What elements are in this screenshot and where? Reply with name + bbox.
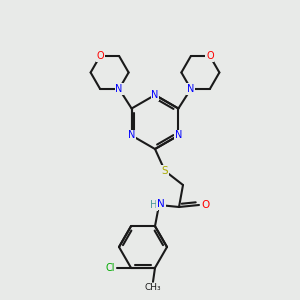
Text: N: N bbox=[116, 84, 123, 94]
Text: S: S bbox=[162, 166, 168, 176]
Text: Cl: Cl bbox=[105, 263, 115, 273]
Text: N: N bbox=[151, 90, 159, 100]
Text: O: O bbox=[96, 51, 104, 61]
Text: N: N bbox=[175, 130, 182, 140]
Text: H: H bbox=[150, 200, 158, 210]
Text: N: N bbox=[128, 130, 135, 140]
Text: N: N bbox=[187, 84, 195, 94]
Text: CH₃: CH₃ bbox=[145, 283, 161, 292]
Text: N: N bbox=[157, 199, 165, 209]
Text: O: O bbox=[206, 51, 214, 61]
Text: O: O bbox=[202, 200, 210, 210]
